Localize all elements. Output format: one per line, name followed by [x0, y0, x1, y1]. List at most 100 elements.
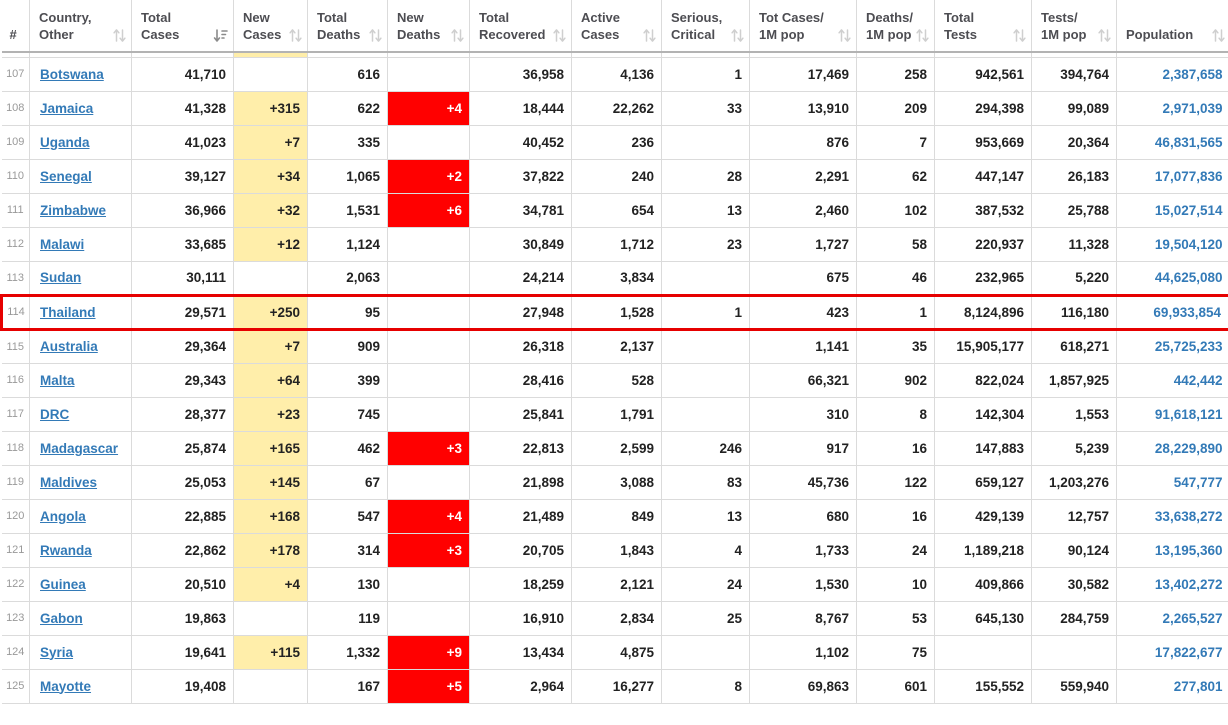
- column-header-label: Serious,: [671, 9, 723, 25]
- country-link[interactable]: Uganda: [40, 134, 90, 150]
- column-header-total_recovered[interactable]: Total Recovered: [469, 0, 572, 53]
- country-link[interactable]: Thailand: [40, 304, 96, 320]
- cell-total_recovered: 16,910: [469, 601, 572, 636]
- cell-population[interactable]: 15,027,514: [1116, 193, 1228, 228]
- country-link[interactable]: Rwanda: [40, 542, 92, 558]
- cell-tests_per_1m: 30,582: [1031, 567, 1117, 602]
- cell-cases_per_1m: 1,530: [749, 567, 857, 602]
- cell-population[interactable]: 91,618,121: [1116, 397, 1228, 432]
- country-link[interactable]: Syria: [40, 644, 74, 660]
- country-link[interactable]: Malawi: [40, 236, 85, 252]
- cell-tests_per_1m: 1,203,276: [1031, 465, 1117, 500]
- column-header-tests_per_1m[interactable]: Tests/1M pop: [1031, 0, 1117, 53]
- column-header-new_cases[interactable]: New Cases: [233, 0, 308, 53]
- cell-population[interactable]: 2,387,658: [1116, 57, 1228, 92]
- column-header-label: Deaths/: [866, 9, 913, 25]
- cell-population[interactable]: 547,777: [1116, 465, 1228, 500]
- column-header-cases_per_1m[interactable]: Tot Cases/1M pop: [749, 0, 857, 53]
- cell-tests_per_1m: 284,759: [1031, 601, 1117, 636]
- column-header-total_tests[interactable]: Total Tests: [934, 0, 1032, 53]
- cell-population[interactable]: 33,638,272: [1116, 499, 1228, 534]
- cell-new_cases: +315: [233, 91, 308, 126]
- cell-population[interactable]: 13,402,272: [1116, 567, 1228, 602]
- cell-active_cases: 236: [571, 125, 662, 160]
- country-link[interactable]: Gabon: [40, 610, 83, 626]
- country-link[interactable]: Australia: [40, 339, 98, 354]
- table-row: 117 DRC 28,377 +23 745 25,841 1,791 310 8 142,304…: [1, 397, 1228, 432]
- cell-population[interactable]: 2,971,039: [1116, 91, 1228, 126]
- cell-new_deaths: +9: [387, 635, 470, 670]
- country-link[interactable]: Sudan: [40, 270, 82, 285]
- country-link[interactable]: Botswana: [40, 66, 104, 82]
- cell-num: 121: [1, 533, 30, 568]
- cell-population[interactable]: 25,725,233: [1116, 329, 1228, 364]
- country-link[interactable]: Maldives: [40, 474, 98, 490]
- country-link[interactable]: Jamaica: [40, 100, 94, 116]
- cell-country: Senegal: [29, 159, 132, 194]
- country-link[interactable]: Mayotte: [40, 678, 92, 694]
- country-link[interactable]: Guinea: [40, 576, 86, 592]
- cell-cases_per_1m: 13,910: [749, 91, 857, 126]
- cell-country: Angola: [29, 499, 132, 534]
- cell-population[interactable]: 69,933,854: [1116, 293, 1228, 331]
- column-header-active_cases[interactable]: Active Cases: [571, 0, 662, 53]
- cell-tests_per_1m: 11,328: [1031, 227, 1117, 262]
- cell-num: 120: [1, 499, 30, 534]
- column-header-label: New: [397, 9, 424, 25]
- cell-population[interactable]: 44,625,080: [1116, 261, 1228, 296]
- cell-population[interactable]: 19,504,120: [1116, 227, 1228, 262]
- cell-total_deaths: 335: [307, 125, 388, 160]
- cell-active_cases: 240: [571, 159, 662, 194]
- country-link[interactable]: Malta: [40, 372, 75, 388]
- cell-serious_critical: 4: [661, 533, 750, 568]
- cell-population[interactable]: 13,195,360: [1116, 533, 1228, 568]
- cell-new_deaths: +4: [387, 91, 470, 126]
- column-header-total_cases[interactable]: Total Cases: [131, 0, 234, 53]
- cell-num: 113: [1, 261, 30, 296]
- cell-total_tests: 8,124,896: [934, 293, 1032, 331]
- cell-population[interactable]: 17,077,836: [1116, 159, 1228, 194]
- cell-total_recovered: 34,781: [469, 193, 572, 228]
- cell-population[interactable]: 46,831,565: [1116, 125, 1228, 160]
- column-header-total_deaths[interactable]: Total Deaths: [307, 0, 388, 53]
- cell-new_cases: +250: [233, 293, 308, 331]
- country-link[interactable]: DRC: [40, 406, 70, 422]
- column-header-label: Cases: [581, 27, 620, 43]
- cell-total_cases: 41,710: [131, 57, 234, 92]
- cell-population[interactable]: 28,229,890: [1116, 431, 1228, 466]
- country-link[interactable]: Angola: [40, 508, 86, 524]
- cell-country: Sudan: [29, 261, 132, 296]
- sort-updown-icon: [1013, 29, 1026, 42]
- cell-new_cases: +12: [233, 227, 308, 262]
- column-header-deaths_per_1m[interactable]: Deaths/1M pop: [856, 0, 935, 53]
- cell-total_tests: 387,532: [934, 193, 1032, 228]
- cell-deaths_per_1m: 258: [856, 57, 935, 92]
- column-header-serious_critical[interactable]: Serious, Critical: [661, 0, 750, 53]
- country-link[interactable]: Senegal: [40, 168, 92, 184]
- cell-active_cases: 22,262: [571, 91, 662, 126]
- partial-cell-tests_per_1m: [1031, 52, 1117, 58]
- cell-population[interactable]: 442,442: [1116, 363, 1228, 398]
- sort-updown-icon: [289, 29, 302, 42]
- country-link[interactable]: Zimbabwe: [40, 202, 107, 218]
- sort-updown-icon: [643, 29, 656, 42]
- column-header-population[interactable]: Population: [1116, 0, 1228, 53]
- partial-cell-new_cases: [233, 52, 308, 58]
- column-header-new_deaths[interactable]: New Deaths: [387, 0, 470, 53]
- cell-cases_per_1m: 1,727: [749, 227, 857, 262]
- cell-population[interactable]: 2,265,527: [1116, 601, 1228, 636]
- cell-total_cases: 19,863: [131, 601, 234, 636]
- sort-updown-icon: [369, 29, 382, 42]
- column-header-country[interactable]: Country, Other: [29, 0, 132, 53]
- column-header-label: Tot Cases/: [759, 9, 824, 25]
- cell-new_deaths: +6: [387, 193, 470, 228]
- cell-new_cases: [233, 261, 308, 296]
- cell-population[interactable]: 277,801: [1116, 669, 1228, 704]
- country-link[interactable]: Madagascar: [40, 440, 119, 456]
- cell-population[interactable]: 17,822,677: [1116, 635, 1228, 670]
- cell-tests_per_1m: 116,180: [1031, 293, 1117, 331]
- header-row: # Country, Other Total Cases New Cases Total Dea…: [1, 0, 1228, 53]
- cell-serious_critical: 1: [661, 57, 750, 92]
- cell-total_deaths: 95: [307, 293, 388, 331]
- table-row: 120 Angola 22,885 +168 547 +4 21,489 849 13 680 16…: [1, 499, 1228, 534]
